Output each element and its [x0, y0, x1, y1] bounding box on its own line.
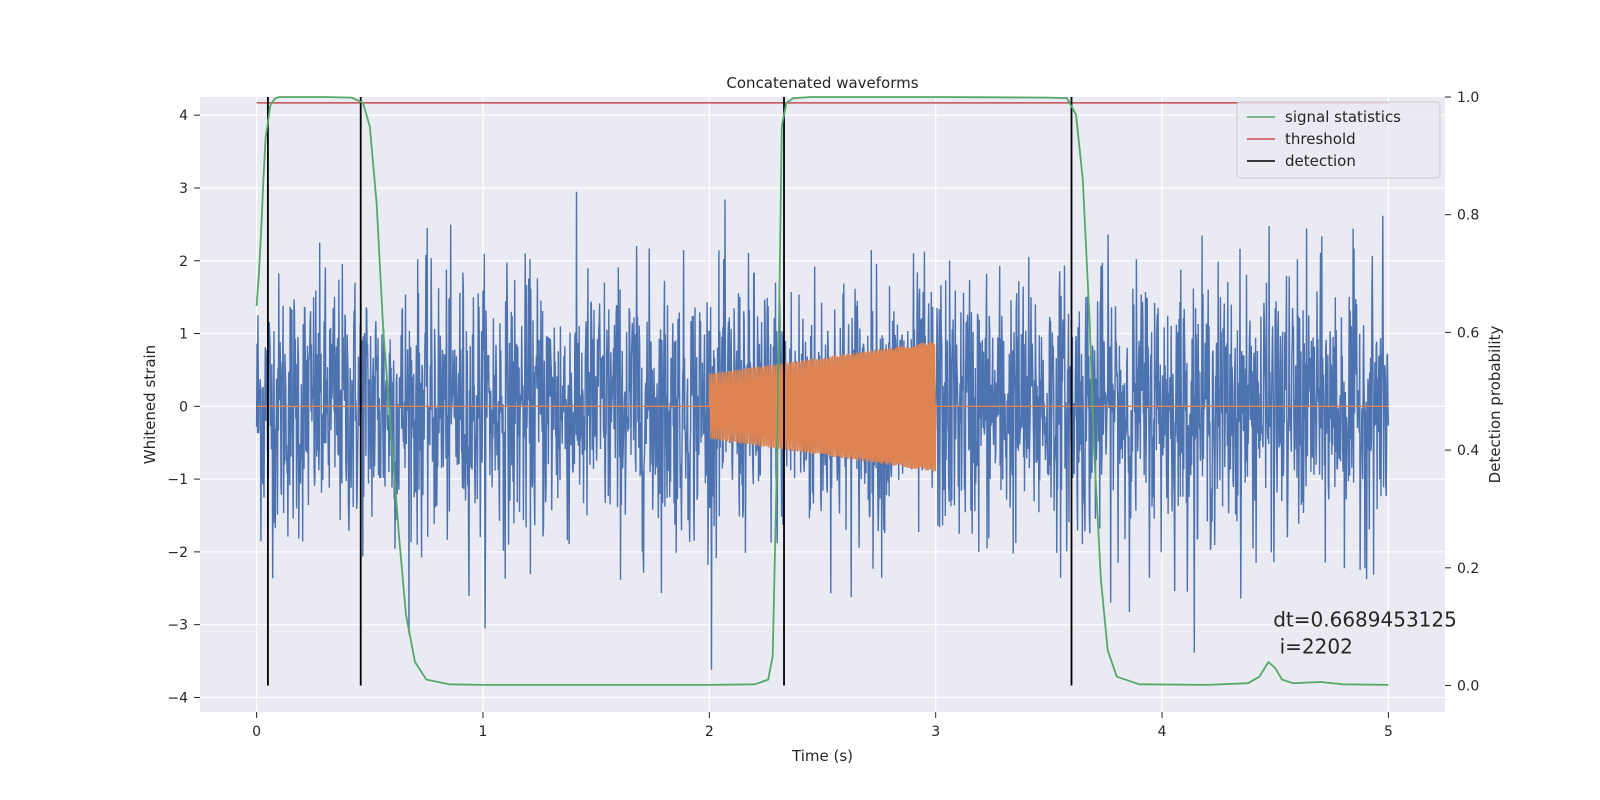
right-y-tick-label: 0.4 — [1457, 443, 1479, 459]
x-tick-label: 4 — [1158, 724, 1167, 740]
y-tick-label: −3 — [167, 618, 188, 634]
chart-title: Concatenated waveforms — [726, 74, 918, 92]
annotation-index: i=2202 — [1273, 635, 1353, 659]
y-tick-label: −2 — [167, 545, 188, 561]
x-axis-label: Time (s) — [791, 747, 853, 765]
y-tick-label: −4 — [167, 690, 188, 706]
y-tick-label: 2 — [179, 254, 188, 270]
y-tick-label: 4 — [179, 108, 188, 124]
x-tick-label: 2 — [705, 724, 714, 740]
right-y-axis-label: Detection probability — [1486, 326, 1504, 484]
y-axis-ticks: −4 −3 −2 −1 0 1 2 3 4 — [167, 108, 200, 706]
x-tick-label: 0 — [252, 724, 261, 740]
legend-label-signal-statistics: signal statistics — [1285, 108, 1401, 126]
y-tick-label: 0 — [179, 399, 188, 415]
y-axis-label: Whitened strain — [141, 345, 159, 464]
legend-label-threshold: threshold — [1285, 130, 1356, 148]
y-tick-label: 3 — [179, 181, 188, 197]
right-y-tick-label: 0.0 — [1457, 679, 1479, 695]
right-y-tick-label: 0.8 — [1457, 208, 1479, 224]
right-y-axis-ticks: 0.0 0.2 0.4 0.6 0.8 1.0 — [1445, 90, 1479, 695]
legend-label-detection: detection — [1285, 152, 1356, 170]
annotation-dt: dt=0.6689453125 — [1273, 608, 1457, 632]
right-y-tick-label: 0.2 — [1457, 561, 1479, 577]
x-axis-ticks: 0 1 2 3 4 5 — [252, 712, 1393, 740]
legend-box — [1236, 101, 1441, 179]
injected-signal-series-line — [256, 341, 1389, 472]
x-tick-label: 3 — [931, 724, 940, 740]
y-tick-label: 1 — [179, 327, 188, 343]
x-tick-label: 1 — [478, 724, 487, 740]
x-tick-label: 5 — [1384, 724, 1393, 740]
plot-series — [255, 96, 1390, 686]
y-tick-label: −1 — [167, 472, 188, 488]
right-y-tick-label: 1.0 — [1457, 90, 1479, 106]
signal-statistics-line — [255, 96, 1389, 686]
right-y-tick-label: 0.6 — [1457, 325, 1479, 341]
legend: signal statistics threshold detection — [1236, 101, 1441, 179]
annotation: dt=0.6689453125 i=2202 — [1273, 608, 1457, 659]
